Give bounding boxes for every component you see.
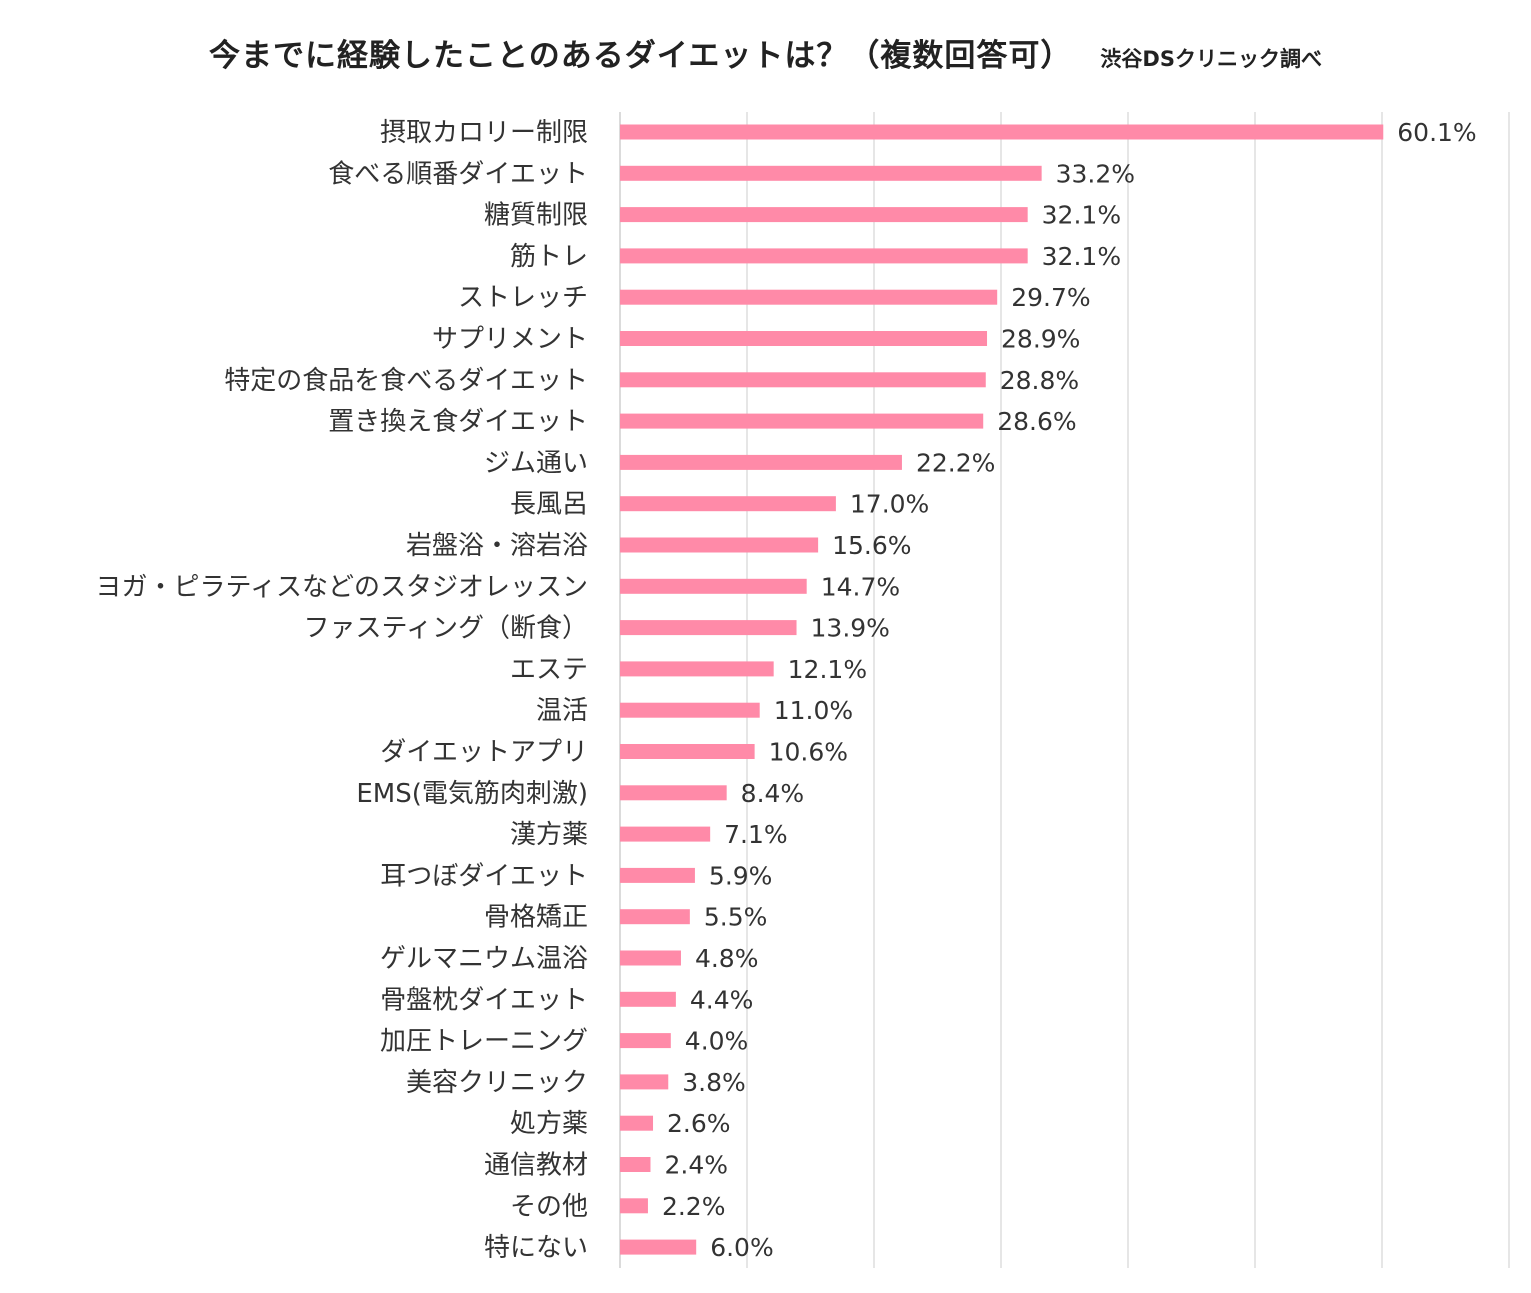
bars [620,124,1384,1255]
category-label: 通信教材 [484,1151,588,1181]
category-label: 骨盤枕ダイエット [380,985,588,1015]
value-label: 2.6% [667,1109,731,1138]
bar [620,950,681,966]
bar [620,413,984,429]
value-label: 15.6% [832,531,911,560]
bar [620,372,986,388]
value-label: 8.4% [741,779,805,808]
category-label: 岩盤浴・溶岩浴 [406,531,588,561]
value-label: 29.7% [1011,283,1090,312]
value-label: 60.1% [1397,118,1476,147]
bar [620,537,819,553]
bar [620,165,1042,181]
bar [620,702,760,718]
bar [620,1074,669,1090]
value-label: 5.9% [709,861,773,890]
bar [620,124,1384,140]
value-label: 6.0% [710,1233,774,1262]
category-label: 加圧トレーニング [380,1027,588,1057]
bar [620,454,902,470]
category-label: 骨格矯正 [484,903,588,933]
category-label: 耳つぼダイエット [380,861,588,891]
value-label: 2.4% [664,1151,728,1180]
category-label: 置き換え食ダイエット [328,407,588,437]
value-label: 13.9% [811,614,890,643]
bar [620,744,755,759]
value-label: 5.5% [704,903,768,932]
bar [620,620,797,636]
value-label: 4.4% [690,985,754,1014]
category-label: 温活 [536,696,588,726]
category-label: 美容クリニック [406,1068,588,1098]
category-label: 特にない [484,1233,588,1263]
category-label: ゲルマニウム温浴 [380,944,588,974]
category-label: 摂取カロリー制限 [380,118,588,148]
bar [620,207,1028,223]
chart-title-block: 今までに経験したことのあるダイエットは？（複数回答可） 渋谷DSクリニック調べ [0,30,1531,75]
bar [620,991,676,1007]
value-label: 28.8% [1000,366,1079,395]
chart-source: 渋谷DSクリニック調べ [1100,47,1322,71]
value-label: 32.1% [1042,201,1121,230]
value-labels: 60.1% 33.2% 32.1% 32.1% 29.7% 28.9% 28.8% 28.6%… [662,118,1477,1262]
category-label: 処方薬 [510,1109,588,1139]
value-label: 32.1% [1042,242,1121,271]
value-label: 12.1% [788,655,867,684]
bar [620,909,690,925]
value-label: 11.0% [774,696,853,725]
value-label: 4.0% [685,1027,749,1056]
bar [620,867,695,883]
bar [620,289,998,305]
category-label: その他 [510,1192,588,1222]
category-label: ヨガ・ピラティスなどのスタジオレッスン [96,572,588,602]
bar [620,826,711,842]
category-label: 糖質制限 [484,201,588,231]
value-label: 10.6% [769,738,848,767]
gridlines [619,112,1510,1268]
category-label: ダイエットアプリ [380,738,588,768]
bar [620,578,807,594]
bar [620,1033,671,1049]
value-label: 2.2% [662,1192,726,1221]
category-labels: 摂取カロリー制限食べる順番ダイエット糖質制限筋トレストレッチサプリメント特定の食… [96,118,588,1263]
bar [620,1115,654,1131]
category-label: EMS(電気筋肉刺激) [356,779,588,809]
value-label: 7.1% [724,820,788,849]
category-label: 長風呂 [510,490,588,520]
bar [620,331,988,346]
value-label: 33.2% [1056,159,1135,188]
value-label: 28.9% [1001,325,1080,354]
bar [620,661,774,677]
value-label: 4.8% [695,944,759,973]
bar [620,1198,648,1214]
value-label: 17.0% [850,490,929,519]
bar [620,785,727,801]
category-label: ファスティング（断食） [304,614,588,644]
bar [620,1157,651,1172]
category-label: ジム通い [484,448,588,478]
value-label: 28.6% [997,407,1076,436]
value-label: 14.7% [821,572,900,601]
bar [620,496,836,512]
bar [620,248,1028,264]
chart-title: 今までに経験したことのあるダイエットは？（複数回答可） [209,38,1073,74]
category-label: 筋トレ [510,242,588,272]
category-label: サプリメント [432,325,588,355]
category-label: 特定の食品を食べるダイエット [224,366,588,396]
value-label: 22.2% [916,448,995,477]
category-label: エステ [510,655,588,685]
category-label: ストレッチ [458,283,588,313]
category-label: 食べる順番ダイエット [328,159,588,189]
category-label: 漢方薬 [510,820,588,850]
bar [620,1239,697,1255]
value-label: 3.8% [682,1068,746,1097]
